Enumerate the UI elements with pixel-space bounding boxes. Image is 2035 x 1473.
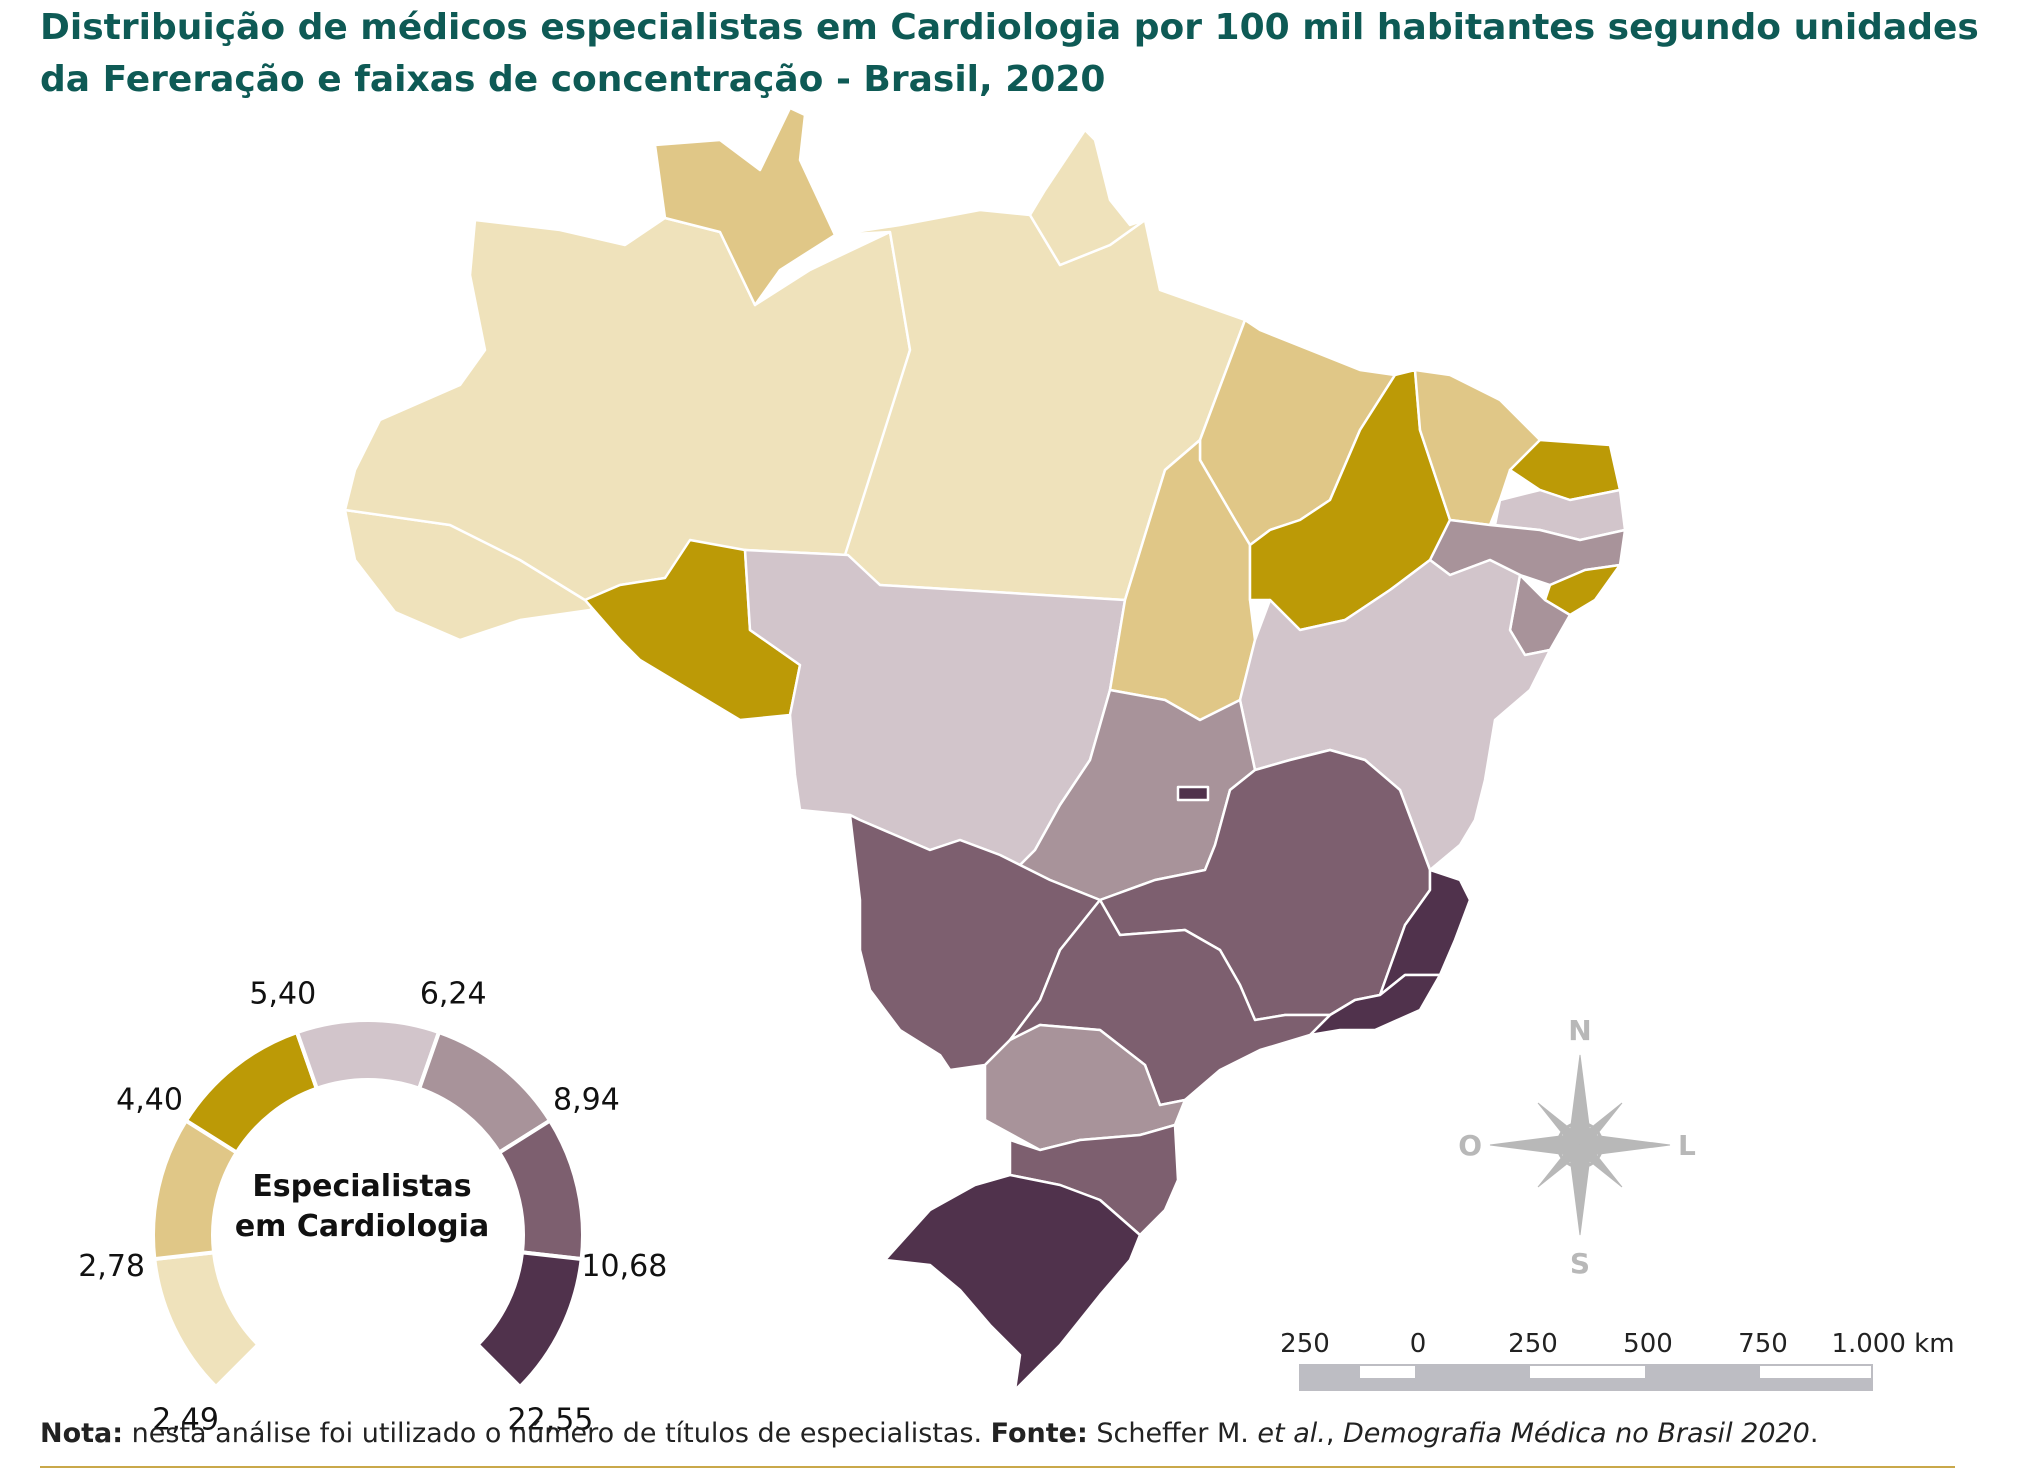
scale-label-1: 0: [1410, 1329, 1427, 1359]
source-etal: et al.: [1257, 1418, 1326, 1449]
brazil-map: [343, 106, 1627, 1392]
state-df[interactable]: [1176, 785, 1210, 802]
bottom-rule: [40, 1466, 1955, 1468]
scale-label-5: 1.000 km: [1831, 1329, 1954, 1359]
scale-segment-3: [1415, 1365, 1530, 1390]
scale-label-0: 250: [1280, 1329, 1330, 1359]
note-text: nesta análise foi utilizado o número de …: [123, 1418, 991, 1449]
state-rr[interactable]: [653, 106, 837, 307]
scale-segment-1: [1300, 1365, 1360, 1390]
scale-label-4: 750: [1738, 1329, 1788, 1359]
legend: 2,49 2,78 4,40 5,40 6,24 8,94 10,68 22,55: [78, 976, 667, 1437]
legend-class-7: [474, 1250, 584, 1390]
legend-class-3: [183, 1029, 320, 1156]
compass-east: L: [1678, 1129, 1696, 1162]
legend-break-label: 22,55: [507, 1402, 593, 1437]
scale-segment-5: [1645, 1365, 1760, 1390]
state-rj[interactable]: [1308, 973, 1442, 1037]
compass-west: O: [1458, 1129, 1482, 1162]
state-sp[interactable]: [1008, 898, 1332, 1107]
source-publication: Demografia Médica no Brasil 2020: [1343, 1418, 1810, 1449]
scale-segment-2: [1360, 1378, 1415, 1390]
source-end: .: [1809, 1418, 1819, 1449]
state-ap[interactable]: [1028, 128, 1147, 267]
scale-bar: 250 0 250 500 750 1.000 km: [1280, 1329, 1955, 1391]
note-label: Nota:: [40, 1418, 124, 1449]
legend-title-line1: Especialistas: [252, 1169, 471, 1204]
legend-break-label: 2,78: [78, 1249, 145, 1284]
state-ce[interactable]: [1413, 368, 1542, 527]
legend-break-label: 8,94: [553, 1083, 620, 1118]
state-rs[interactable]: [883, 1173, 1142, 1392]
legend-break-label: 4,40: [116, 1083, 183, 1118]
legend-break-label: 5,40: [249, 976, 316, 1011]
map-title: Distribuição de médicos especialistas em…: [40, 7, 1979, 100]
footnote: Nota: nesta análise foi utilizado o núme…: [40, 1418, 2000, 1449]
source-text: Scheffer M.: [1087, 1418, 1258, 1449]
legend-break-label: 6,24: [420, 976, 487, 1011]
legend-break-label: 10,68: [581, 1249, 667, 1284]
legend-class-1: [152, 1250, 262, 1390]
scale-segment-6: [1760, 1378, 1872, 1390]
legend-title-line2: em Cardiologia: [235, 1209, 489, 1244]
compass-star-icon: [1489, 1054, 1671, 1236]
scale-label-2: 250: [1508, 1329, 1558, 1359]
scale-label-3: 500: [1623, 1329, 1673, 1359]
source-label: Fonte:: [990, 1418, 1088, 1449]
legend-class-4: [294, 1018, 442, 1092]
source-comma: ,: [1325, 1418, 1344, 1449]
compass-north: N: [1568, 1014, 1591, 1047]
scale-segment-4: [1530, 1378, 1645, 1390]
compass-rose: N S L O: [1458, 1014, 1696, 1280]
compass-south: S: [1570, 1247, 1590, 1280]
legend-break-label: 2,49: [152, 1402, 219, 1437]
